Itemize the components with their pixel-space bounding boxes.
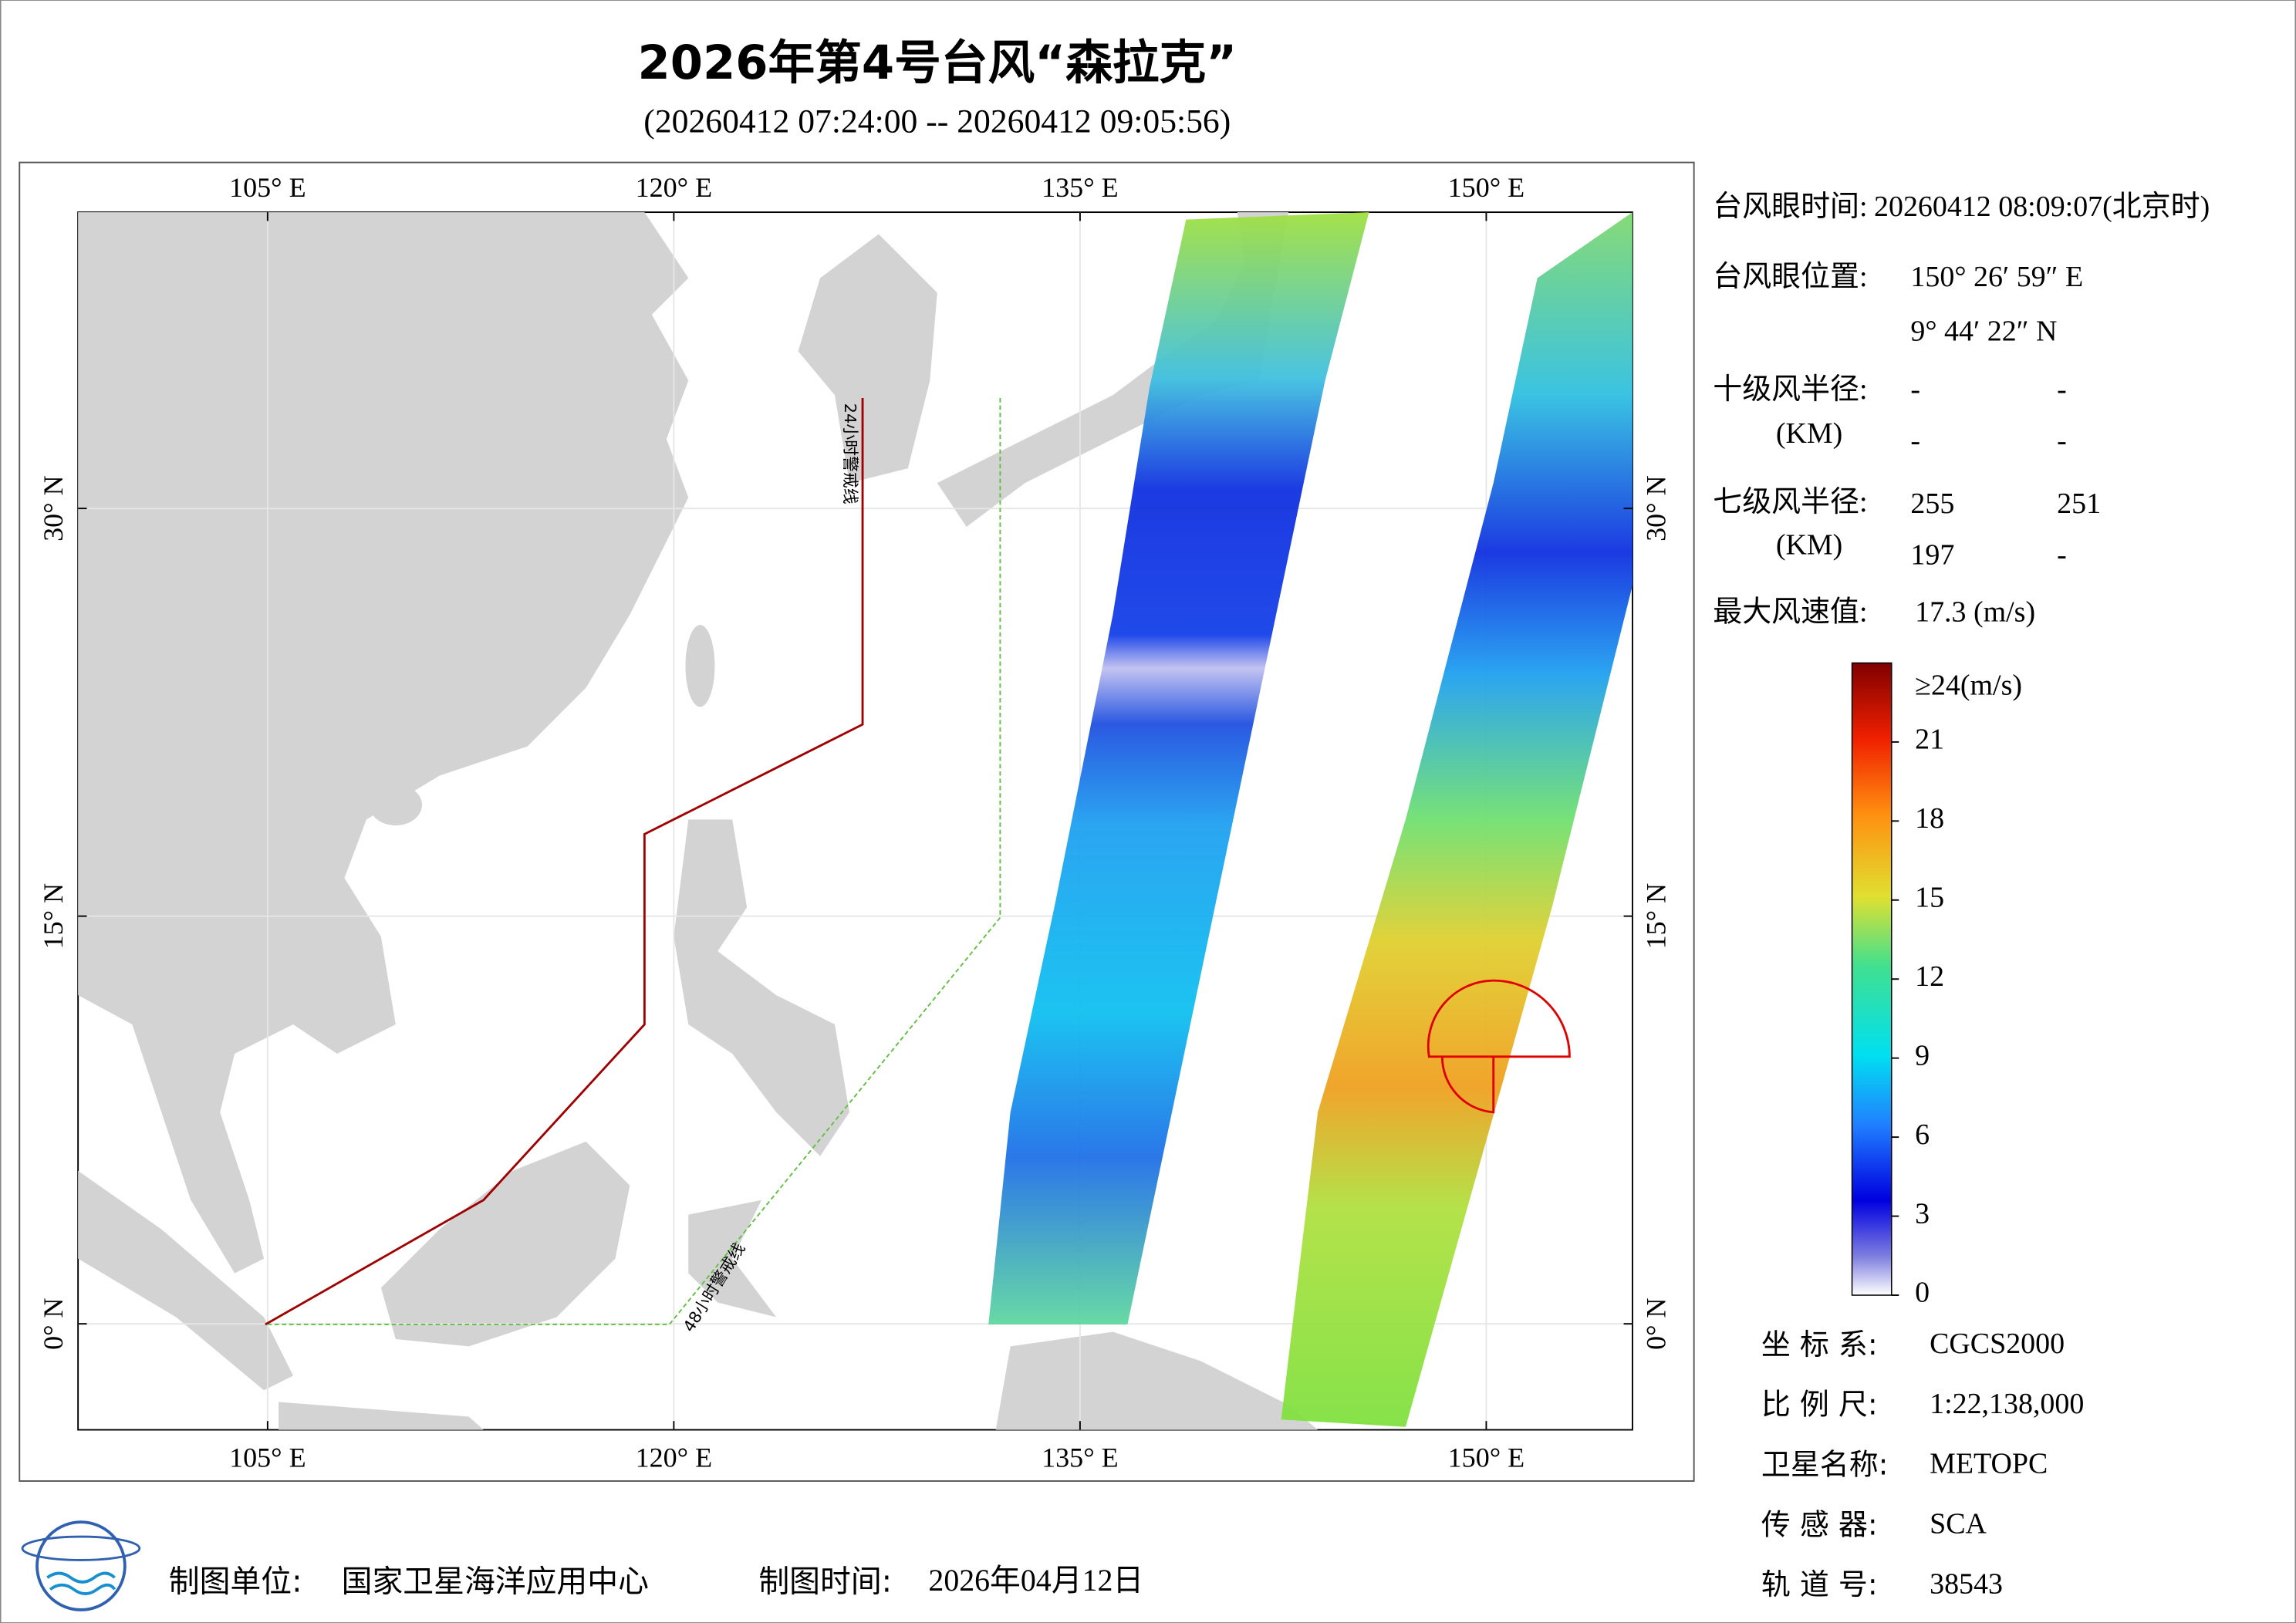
footer-unit-label: 制图单位: (169, 1564, 302, 1599)
r10-value: - (2057, 425, 2067, 457)
footer-time-label: 制图时间: (758, 1564, 892, 1599)
colorbar (1851, 662, 1893, 1296)
r10-value: - (2057, 373, 2067, 406)
eye-pos-label: 台风眼位置: (1713, 261, 1867, 293)
meta-label: 传 感 器: (1761, 1507, 1878, 1541)
max-wind-label: 最大风速值: (1713, 596, 1867, 629)
subtitle: (20260412 07:24:00 -- 20260412 09:05:56) (643, 103, 1231, 140)
map: 24小时警戒线 48小时警戒线 (77, 211, 1633, 1431)
lat-label: 30° N (1640, 475, 1671, 541)
meta-label: 坐 标 系: (1761, 1328, 1878, 1361)
lon-label: 150° E (1448, 1442, 1524, 1473)
km-label: (KM) (1776, 528, 1842, 561)
colorbar-tick-label: 12 (1915, 960, 1944, 993)
map-frame (19, 161, 1695, 1482)
r7-value: - (2057, 539, 2067, 572)
warning-line-48h (265, 398, 1001, 1325)
lon-label: 135° E (1042, 1442, 1118, 1473)
info-panel: 台风眼时间: 20260412 08:09:07(北京时) 台风眼位置: 150… (1713, 191, 2210, 629)
colorbar-tick-label: 15 (1915, 881, 1944, 913)
colorbar-tick-label: 9 (1915, 1039, 1930, 1071)
eye-time: 20260412 08:09:07(北京时) (1874, 191, 2210, 223)
colorbar-top-label: ≥24(m/s) (1915, 669, 2022, 701)
r10-value: - (1910, 425, 1920, 457)
lon-label: 120° E (636, 1442, 712, 1473)
lat-label: 0° N (1640, 1297, 1671, 1349)
warning-label-24h: 24小时警戒线 (841, 403, 859, 504)
colorbar-tick-label: 6 (1915, 1119, 1930, 1151)
r10-value: - (1910, 373, 1920, 406)
r7-value: 197 (1910, 539, 1954, 572)
swath-2 (1281, 212, 1633, 1427)
metadata: 坐 标 系: CGCS2000 比 例 尺: 1:22,138,000 卫星名称: MET… (1761, 1328, 2084, 1601)
colorbar-tick-label: 3 (1915, 1197, 1930, 1230)
meta-label: 轨 道 号: (1761, 1567, 1878, 1601)
warning-line-24h (265, 398, 864, 1326)
lat-label: 15° N (1640, 883, 1671, 949)
meta-label: 卫星名称: (1761, 1447, 1889, 1481)
meta-label: 比 例 尺: (1761, 1388, 1878, 1422)
logo (21, 1520, 141, 1611)
lon-label: 150° E (1448, 172, 1524, 203)
meta-value: CGCS2000 (1930, 1328, 2065, 1360)
km-label: (KM) (1776, 417, 1842, 450)
lon-label: 105° E (229, 172, 306, 203)
r7-label: 七级风半径: (1713, 486, 1867, 518)
lon-label: 120° E (636, 172, 712, 203)
colorbar-tick-label: 0 (1915, 1277, 1930, 1309)
typhoon-wind-radius (1427, 979, 1571, 1114)
footer-unit: 国家卫星海洋应用中心 (342, 1564, 649, 1599)
lat-label: 30° N (38, 475, 69, 541)
footer-time: 2026年04月12日 (928, 1563, 1143, 1598)
lat-label: 15° N (38, 883, 69, 949)
meta-value: 1:22,138,000 (1930, 1388, 2084, 1420)
r7-value: 255 (1910, 488, 1954, 520)
meta-value: SCA (1930, 1507, 1987, 1540)
lon-label: 135° E (1042, 172, 1118, 203)
meta-value: METOPC (1930, 1448, 2048, 1480)
eye-lat: 9° 44′ 22″ N (1910, 315, 2057, 347)
lat-label: 0° N (38, 1297, 69, 1349)
colorbar-tick-label: 18 (1915, 802, 1944, 835)
title: 2026年第4号台风“森拉克” (637, 36, 1237, 90)
lon-label: 105° E (229, 1442, 306, 1473)
meta-value: 38543 (1930, 1567, 2003, 1600)
land (78, 212, 1319, 1430)
r10-label: 十级风半径: (1713, 373, 1867, 406)
colorbar-tick-label: 21 (1915, 724, 1944, 756)
eye-lon: 150° 26′ 59″ E (1910, 261, 2083, 293)
r7-value: 251 (2057, 488, 2101, 520)
max-wind: 17.3 (m/s) (1915, 596, 2035, 629)
eye-time-label: 台风眼时间: (1713, 191, 1867, 223)
swath-1 (988, 212, 1369, 1324)
